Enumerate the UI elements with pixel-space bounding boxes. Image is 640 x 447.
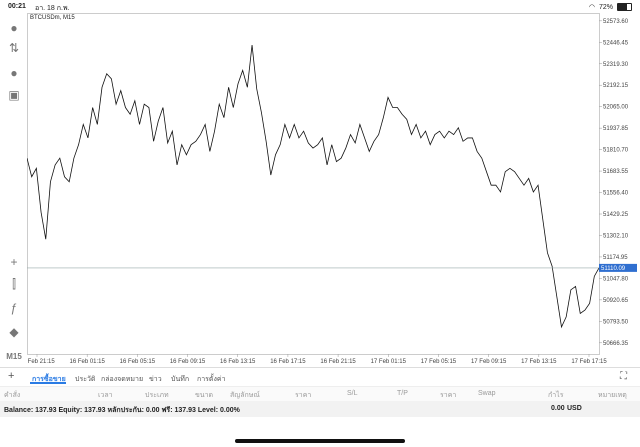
x-tick-label: 15 Feb 21:15 [27,359,55,365]
y-tick-label: 50793.50 [603,319,629,325]
col-tp: T/P [397,390,408,397]
plot-frame [27,13,600,355]
candles-icon[interactable]: ⫿ [12,276,16,291]
bottom-tab-bar: + การซื้อขาย ประวัติ กล่องจดหมาย ข่าว บั… [0,367,640,386]
add-doc-icon[interactable]: ▣ [8,88,20,102]
battery-percent: 72% [598,3,613,11]
tab-settings[interactable]: การตั้งค่า [197,376,226,383]
y-tick-label: 50920.65 [603,298,629,304]
tab-news[interactable]: ข่าว [149,376,162,383]
status-time: 00:21 [8,3,26,10]
wifi-icon: ◠ [588,4,595,11]
y-tick-label: 51810.70 [603,148,629,154]
col-type: ประเภท [145,392,169,399]
current-price-label: 51110.09 [601,266,626,272]
x-tick-label: 16 Feb 21:15 [320,359,356,365]
price-series-line [27,45,600,329]
col-volume: ขนาด [195,392,214,399]
x-tick-label: 17 Feb 05:15 [421,359,457,365]
total-profit: 0.00 [551,405,565,412]
x-tick-label: 16 Feb 01:15 [69,359,105,365]
y-tick-label: 51429.25 [603,212,629,218]
person-icon[interactable]: ● [10,21,18,35]
home-indicator [235,439,405,443]
crosshair-icon[interactable]: + [10,255,18,269]
tab-journal[interactable]: บันทึก [171,376,190,383]
status-right: ◠ 72% [589,3,632,11]
fullscreen-icon[interactable]: ⛶ [620,371,627,382]
chart-symbol-label: BTCUSDm, M15 [30,15,75,21]
y-tick-label: 51937.85 [603,126,629,132]
timeframe-button[interactable]: M15 [6,351,22,361]
function-icon[interactable]: ƒ [10,301,18,315]
left-toolbar: ● ⇅ ● ▣ + ⫿ ƒ ◆ M15 [0,14,27,366]
tab-history[interactable]: ประวัติ [75,376,96,383]
col-time: เวลา [98,392,113,399]
add-icon[interactable]: + [8,370,15,382]
x-tick-label: 17 Feb 17:15 [571,359,607,365]
tab-mailbox[interactable]: กล่องจดหมาย [101,376,144,383]
x-tick-label: 16 Feb 13:15 [220,359,256,365]
x-tick-label: 17 Feb 13:15 [521,359,557,365]
balance-text: Balance: 137.93 Equity: 137.93 หลักประกั… [4,407,240,414]
status-date: อา. 18 ก.พ. [35,5,70,12]
battery-icon [617,3,632,11]
y-tick-label: 51047.80 [603,276,629,282]
x-tick-label: 16 Feb 17:15 [270,359,306,365]
y-tick-label: 51174.95 [603,255,628,261]
current-price-badge [599,263,637,272]
chat-icon[interactable]: ● [10,66,18,80]
tab-trade[interactable]: การซื้อขาย [32,376,66,383]
col-symbol: สัญลักษณ์ [230,392,260,399]
y-tick-label: 52319.30 [603,62,629,68]
col-sl: S/L [347,390,358,397]
x-tick-label: 16 Feb 05:15 [120,359,156,365]
arrows-icon[interactable]: ⇅ [8,41,20,55]
y-tick-label: 52446.45 [603,40,629,46]
col-comment: หมายเหตุ [598,392,627,399]
objects-icon[interactable]: ◆ [9,325,19,339]
price-chart[interactable]: 52573.60 52446.45 52319.30 52192.15 52065.00… [27,13,640,366]
col-swap: Swap [478,390,496,397]
y-tick-label: 52573.60 [603,19,629,25]
y-tick-label: 51556.40 [603,191,629,197]
trade-table-header: คำสั่ง เวลา ประเภท ขนาด สัญลักษณ์ ราคา S… [0,386,640,402]
col-profit: กำไร [548,392,564,399]
y-tick-label: 51302.10 [603,233,629,239]
col-price: ราคา [295,392,312,399]
col-price-current: ราคา [440,392,457,399]
y-tick-label: 51683.55 [603,169,629,175]
x-tick-label: 17 Feb 01:15 [371,359,407,365]
x-tick-label: 16 Feb 09:15 [170,359,206,365]
y-tick-label: 52192.15 [603,83,629,89]
balance-row: Balance: 137.93 Equity: 137.93 หลักประกั… [0,401,640,417]
status-bar: 00:21 อา. 18 ก.พ. ◠ 72% [0,0,640,14]
x-tick-label: 17 Feb 09:15 [471,359,507,365]
y-tick-label: 52065.00 [603,105,629,111]
y-tick-label: 50666.35 [603,341,629,347]
col-order: คำสั่ง [4,392,21,399]
active-tab-indicator [30,382,66,384]
currency-label: USD [567,405,582,412]
